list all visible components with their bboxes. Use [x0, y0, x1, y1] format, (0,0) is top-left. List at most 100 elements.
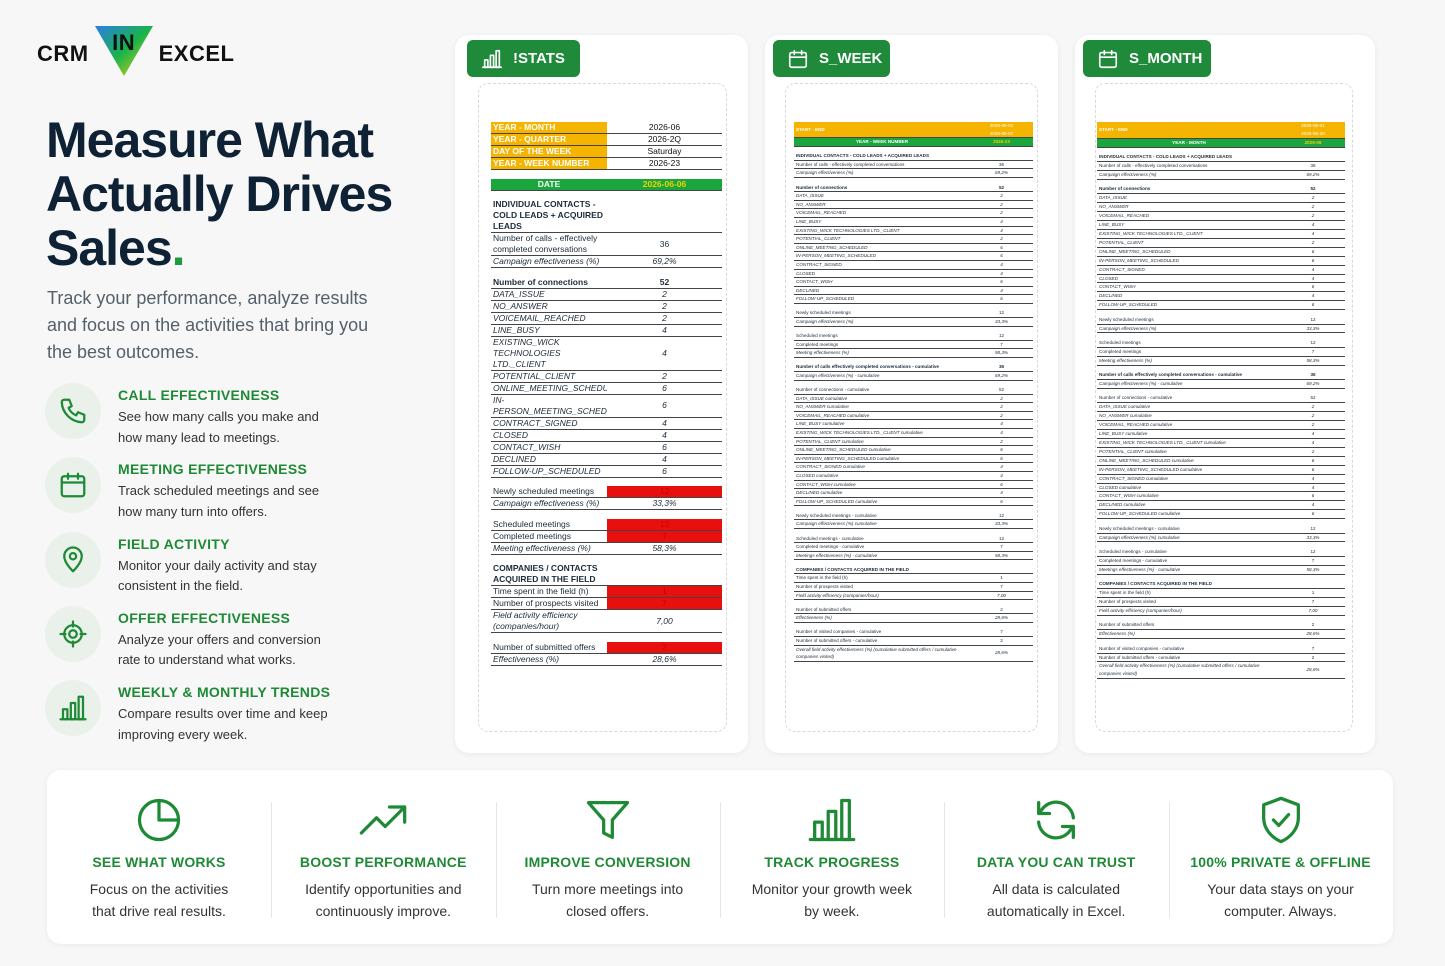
logo-mark: IN: [93, 26, 155, 80]
row-value: 2: [970, 605, 1033, 615]
row-value: 4: [970, 269, 1033, 279]
row-value: 12: [607, 486, 722, 498]
benefits: SEE WHAT WORKS Focus on the activities th…: [47, 770, 1393, 944]
row-label: Newly scheduled meetings - cumulative: [794, 511, 970, 521]
row-label: INDIVIDUAL CONTACTS - COLD LEADS + ACQUI…: [491, 199, 607, 233]
icon: [586, 801, 629, 839]
benefit-title: TRACK PROGRESS: [764, 854, 900, 870]
sheet-row: Number of submitted offers - cumulative 2: [1097, 653, 1345, 663]
feature-text: Compare results over time and keep impro…: [118, 706, 328, 742]
sheet-row: START - END 2026-06-01 2026-06-07: [794, 122, 1033, 139]
spacer-cell: [491, 170, 607, 179]
icon: [1098, 49, 1118, 68]
spacer-cell: [491, 477, 607, 486]
row-label: CONTRACT_SIGNED: [1097, 265, 1281, 275]
row-value: 2: [970, 200, 1033, 210]
row-label: NO_ANSWER: [491, 300, 607, 313]
row-label: ONLINE_MEETING_SCHEDULED: [794, 243, 970, 253]
spacer-cell: [607, 268, 722, 277]
row-label: EXISTING_WICK TECHNOLOGIES LTD._CLIENT: [794, 226, 970, 236]
sheet-row: Number of connections 52: [491, 276, 722, 289]
spacer-cell: [607, 477, 722, 486]
row-value: 2: [1281, 238, 1345, 248]
sheet-row: Number of submitted offers - cumulative 2: [794, 636, 1033, 646]
sheet-row: Completed meetings - cumulative 7: [1097, 556, 1345, 566]
row-value: 33,3%: [1281, 324, 1345, 334]
row-label: Number of visited companies - cumulative: [1097, 644, 1281, 654]
row-label: Number of submitted offers - cumulative: [794, 636, 970, 646]
feature-icon: [45, 680, 101, 737]
row-label: DATA_ISSUE: [491, 288, 607, 301]
divider: [271, 802, 273, 918]
sheet-row: Number of connections 52: [1097, 185, 1345, 195]
sheet-row: FOLLOW-UP_SCHEDULED 6: [1097, 300, 1345, 311]
sheet-row: COMPANIES / CONTACTS ACQUIRED IN THE FIE…: [1097, 580, 1345, 590]
intro: Track your performance, analyze results …: [47, 288, 369, 362]
row-value: 2026-06: [607, 122, 722, 134]
sheet-spacer: [491, 554, 722, 563]
sheet-row: FOLLOW-UP_SCHEDULED cumulative 6: [1097, 509, 1345, 520]
feature-title: OFFER EFFECTIVENESS: [118, 609, 291, 626]
row-label: Time spent in the field (h): [794, 573, 970, 583]
row-value: 12: [970, 534, 1033, 544]
row-value: [970, 152, 1033, 161]
sheet-row: Number of submitted offers 2: [1097, 621, 1345, 631]
sheet-row: INDIVIDUAL CONTACTS - COLD LEADS + ACQUI…: [794, 152, 1033, 161]
sheet-row: VOICEMAIL_REACHED 2: [1097, 211, 1345, 222]
sheet-row: COMPANIES / CONTACTS ACQUIRED IN THE FIE…: [491, 563, 722, 586]
benefit-title: IMPROVE CONVERSION: [524, 854, 691, 870]
sheet-row: Field activity efficiency (companies/hou…: [794, 591, 1033, 601]
row-value: 7: [607, 530, 722, 543]
sheet-row: CLOSED 4: [794, 269, 1033, 279]
sheet-row: Campaign effectiveness (%) 33,3%: [491, 497, 722, 510]
row-value: 2026-06-01 2026-06-30: [1281, 122, 1345, 139]
row-value: 2: [1281, 420, 1345, 431]
row-label: Meetings effectiveness (%) - cumulative: [1097, 565, 1281, 575]
row-label: Scheduled meetings: [491, 518, 607, 531]
row-value: 6: [1281, 256, 1345, 266]
sheet-row: Meeting effectiveness (%) 58,3%: [491, 542, 722, 555]
sheet-row: Number of connections 52: [794, 183, 1033, 193]
sheet-row: Number of submitted offers 2: [491, 641, 722, 654]
sheet-spacer: [491, 510, 722, 519]
row-label: Meeting effectiveness (%): [794, 348, 970, 358]
spacer-cell: [607, 633, 722, 642]
row-value: 6: [970, 251, 1033, 261]
row-label: COMPANIES / CONTACTS ACQUIRED IN THE FIE…: [1097, 580, 1281, 590]
row-label: FOLLOW-UP_SCHEDULED: [1097, 300, 1281, 311]
sheet-row: YEAR - MONTH 2026-06: [1097, 138, 1345, 148]
row-label: POTENTIAL_CLIENT cumulative: [1097, 447, 1281, 457]
row-value: 58,3%: [1281, 565, 1345, 575]
sheet-row: Number of prospects visited 7: [491, 597, 722, 610]
sheet-row: POTENTIAL_CLIENT 2: [491, 370, 722, 383]
row-value-line: 2026-06-01: [989, 123, 1014, 128]
sheet-frame: [785, 83, 1038, 732]
sheet-row: START - END 2026-06-01 2026-06-30: [1097, 122, 1345, 139]
benefit: TRACK PROGRESS Monitor your growth week b…: [720, 770, 944, 944]
sheet-row: DATA_ISSUE cumulative 2: [1097, 402, 1345, 413]
row-value: 6: [607, 394, 722, 418]
row-label: Meetings effectiveness (%) - cumulative: [794, 551, 970, 561]
row-value: [607, 199, 722, 233]
row-value: 4: [970, 428, 1033, 438]
sheet-row: EXISTING_WICK TECHNOLOGIES LTD._CLIENT c…: [794, 428, 1033, 438]
row-value: 2: [970, 402, 1033, 412]
feature-title: WEEKLY & MONTHLY TRENDS: [118, 684, 331, 701]
row-value: 36: [970, 363, 1033, 372]
row-value: 2: [607, 370, 722, 383]
row-label: Newly scheduled meetings: [491, 486, 607, 498]
sheet-row: ONLINE_MEETING_SCHEDULED cumulative 6: [794, 445, 1033, 455]
sheet-row: Number of connections - cumulative 52: [794, 386, 1033, 395]
row-value: 4: [607, 417, 722, 430]
row-label: COMPANIES / CONTACTS ACQUIRED IN THE FIE…: [794, 565, 970, 575]
feature: OFFER EFFECTIVENESS Analyze your offers a…: [45, 605, 375, 668]
row-label: Field activity efficiency (companies/hou…: [794, 591, 970, 601]
icon: [59, 620, 87, 648]
sheet-row: Completed meetings 7: [1097, 347, 1345, 357]
row-label: Time spent in the field (h): [1097, 588, 1281, 598]
row-label: DECLINED: [794, 286, 970, 296]
row-value: 2: [970, 394, 1033, 404]
row-value: 33,3%: [607, 497, 722, 510]
